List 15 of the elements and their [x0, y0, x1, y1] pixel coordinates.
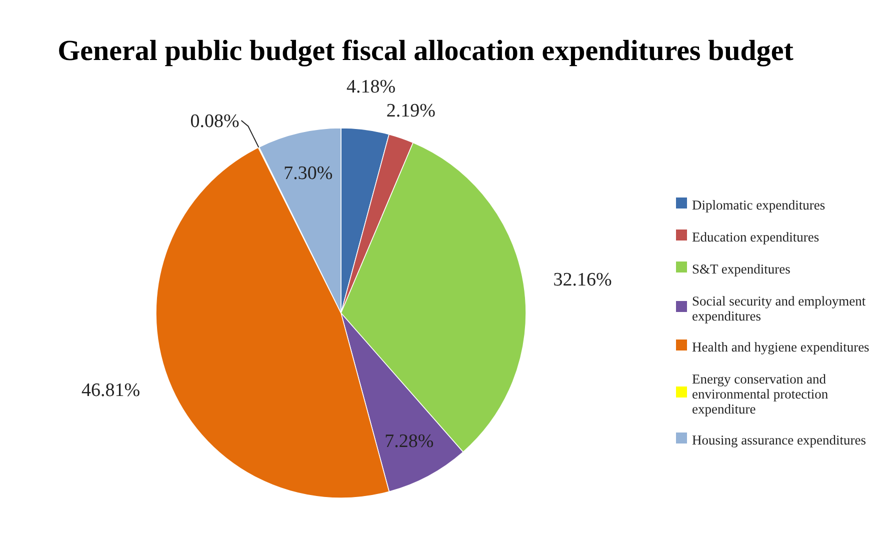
legend-label: Health and hygiene expenditures [692, 340, 870, 354]
legend-label: Diplomatic expenditures [692, 198, 826, 212]
data-label: 0.08% [190, 111, 240, 132]
data-label: 2.19% [386, 100, 436, 122]
legend-label: Housing assurance expenditures [692, 432, 866, 448]
legend-label: Energy conservation and environmental protection expenditure [692, 372, 828, 416]
data-label: 7.28% [384, 430, 434, 452]
data-label: 7.30% [284, 163, 333, 184]
data-label: 4.18% [346, 76, 396, 98]
legend-label: Social security and employment expenditures [692, 294, 866, 324]
legend-label: S&T expenditures [692, 262, 790, 276]
legend-label: Education expenditures [692, 230, 820, 244]
data-label: 32.16% [553, 269, 612, 290]
chart-title: General public budget fiscal allocation expenditures budget [58, 35, 794, 67]
data-label: 46.81% [81, 380, 140, 402]
